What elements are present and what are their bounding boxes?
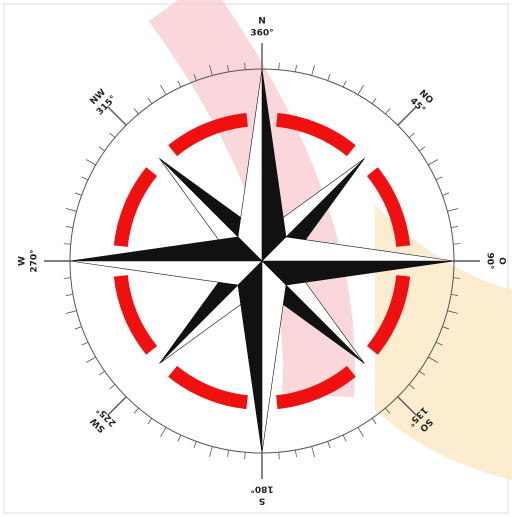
tick bbox=[74, 326, 82, 330]
red-arc bbox=[168, 112, 249, 157]
tick bbox=[294, 450, 297, 458]
tick bbox=[85, 159, 96, 166]
tick bbox=[81, 341, 89, 346]
red-arc bbox=[366, 167, 411, 248]
tick bbox=[385, 108, 391, 115]
tick bbox=[209, 446, 213, 458]
tick bbox=[451, 226, 459, 229]
tick bbox=[342, 434, 347, 442]
tick bbox=[357, 84, 364, 95]
tick bbox=[428, 159, 439, 166]
red-arc bbox=[275, 365, 356, 410]
tick bbox=[408, 132, 415, 138]
tick bbox=[109, 384, 116, 390]
tick bbox=[227, 450, 230, 458]
tick bbox=[447, 208, 459, 212]
tick bbox=[244, 452, 246, 460]
tick bbox=[160, 84, 167, 95]
tick bbox=[193, 441, 197, 449]
tick bbox=[342, 80, 347, 88]
tick bbox=[65, 310, 77, 314]
tick bbox=[107, 396, 127, 416]
tick bbox=[227, 64, 230, 72]
tick bbox=[294, 64, 297, 72]
tick bbox=[371, 97, 377, 104]
degree-label: 90° bbox=[485, 252, 495, 269]
tick bbox=[453, 243, 461, 245]
tick bbox=[408, 384, 415, 390]
tick bbox=[419, 146, 426, 152]
yellow-band bbox=[375, 205, 512, 480]
tick bbox=[147, 97, 153, 104]
tick bbox=[397, 396, 417, 416]
tick bbox=[435, 341, 443, 346]
tick bbox=[133, 108, 139, 115]
red-arc bbox=[275, 112, 356, 157]
tick bbox=[428, 356, 439, 363]
pink-band bbox=[148, 0, 355, 398]
tick bbox=[74, 192, 82, 196]
tick bbox=[85, 356, 96, 363]
tick bbox=[65, 208, 77, 212]
tick bbox=[98, 146, 105, 152]
tick bbox=[209, 64, 213, 76]
tick bbox=[371, 418, 377, 425]
tick bbox=[327, 73, 331, 81]
star-light bbox=[261, 260, 287, 454]
tick bbox=[419, 370, 426, 376]
tick bbox=[177, 434, 182, 442]
tick bbox=[447, 310, 459, 314]
tick bbox=[311, 446, 315, 458]
tick bbox=[65, 226, 73, 229]
tick bbox=[147, 418, 153, 425]
direction-label: S bbox=[259, 496, 265, 506]
degree-label: 180° bbox=[250, 484, 273, 494]
tick bbox=[311, 64, 315, 76]
red-arc bbox=[113, 274, 158, 355]
direction-label: N bbox=[258, 17, 266, 27]
tick bbox=[160, 427, 167, 438]
tick bbox=[193, 73, 197, 81]
tick bbox=[453, 277, 461, 279]
tick bbox=[442, 192, 450, 196]
star-light bbox=[69, 260, 263, 286]
direction-label: O bbox=[497, 257, 507, 265]
tick bbox=[109, 132, 116, 138]
tick bbox=[244, 62, 246, 70]
tick bbox=[81, 176, 89, 181]
red-arc bbox=[168, 365, 249, 410]
tick bbox=[63, 243, 71, 245]
tick bbox=[397, 106, 417, 126]
tick bbox=[63, 277, 71, 279]
red-arc bbox=[113, 167, 158, 248]
tick bbox=[327, 441, 331, 449]
star-light bbox=[261, 236, 455, 262]
direction-label: W bbox=[18, 256, 28, 266]
tick bbox=[278, 62, 280, 70]
tick bbox=[107, 106, 127, 126]
degree-label: 360° bbox=[250, 29, 273, 39]
tick bbox=[385, 407, 391, 414]
tick bbox=[177, 80, 182, 88]
tick bbox=[357, 427, 364, 438]
tick bbox=[435, 176, 443, 181]
tick bbox=[278, 452, 280, 460]
red-arc bbox=[366, 274, 411, 355]
tick bbox=[451, 293, 459, 296]
tick bbox=[65, 293, 73, 296]
tick bbox=[442, 326, 450, 330]
degree-label: 270° bbox=[30, 249, 40, 272]
tick bbox=[133, 407, 139, 414]
tick bbox=[98, 370, 105, 376]
